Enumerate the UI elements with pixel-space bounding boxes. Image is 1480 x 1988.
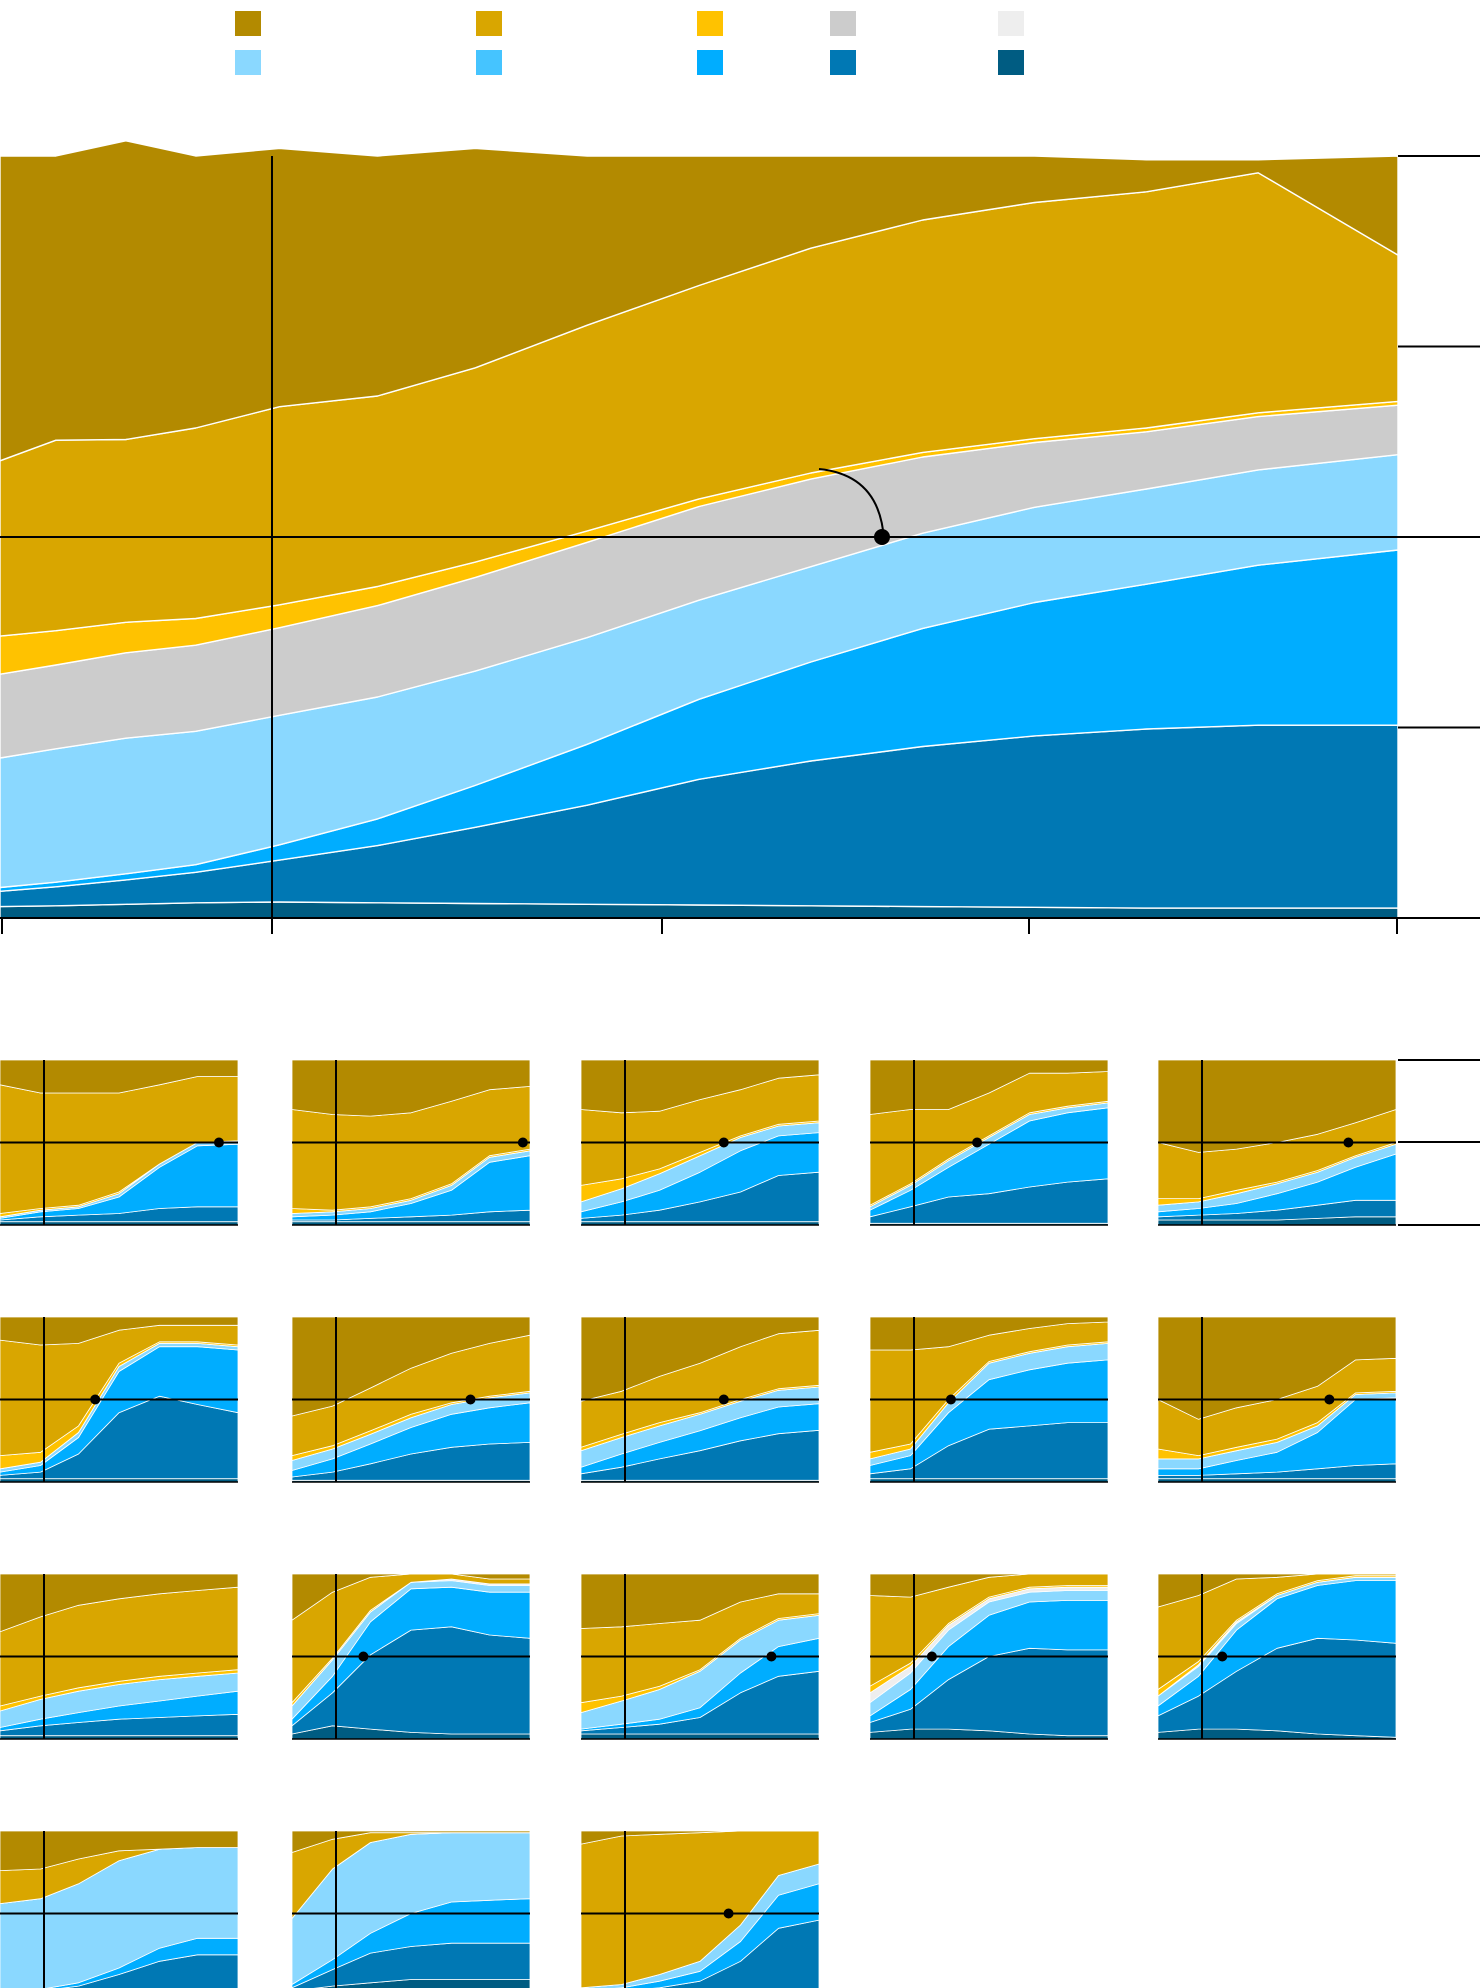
small-crossing-marker <box>1343 1137 1354 1148</box>
small-10-area-c1 <box>1157 1316 1397 1420</box>
small-18-area-c1 <box>580 1830 820 1845</box>
small-multiple-10 <box>1157 1316 1397 1483</box>
small-crossing-marker <box>1324 1394 1335 1405</box>
small-4-area-c1 <box>869 1059 1109 1115</box>
small-14-area-c1 <box>869 1573 1109 1598</box>
small-multiple-4 <box>869 1059 1109 1226</box>
small-crossing-marker <box>945 1394 956 1405</box>
small-multiple-6 <box>0 1316 239 1483</box>
small-multiple-3 <box>580 1059 820 1226</box>
small-2-area-c1 <box>291 1059 531 1117</box>
legend-swatch-c3 <box>697 11 723 36</box>
small-crossing-marker <box>926 1651 937 1662</box>
small-multiple-8 <box>580 1316 820 1483</box>
small-16-area-c1 <box>0 1830 239 1871</box>
small-crossing-marker <box>718 1394 729 1405</box>
small-multiple-11 <box>0 1573 239 1740</box>
small-12-area-c1 <box>291 1573 531 1621</box>
small-multiple-12 <box>291 1573 531 1740</box>
small-3-area-c1 <box>580 1059 820 1114</box>
small-crossing-marker <box>723 1908 734 1919</box>
small-multiple-9 <box>869 1316 1109 1483</box>
legend-swatch-c4 <box>830 11 856 36</box>
small-multiple-18 <box>580 1830 820 1988</box>
legend-swatch-c5 <box>998 11 1024 36</box>
small-9-area-c1 <box>869 1316 1109 1351</box>
small-multiple-14 <box>869 1573 1109 1740</box>
legend-swatch-c6 <box>235 50 261 75</box>
small-crossing-marker <box>972 1137 983 1148</box>
small-13-area-c1 <box>580 1573 820 1629</box>
small-8-area-c1 <box>580 1316 820 1402</box>
main-crossing-marker <box>874 529 890 545</box>
small-multiple-5 <box>1157 1059 1397 1226</box>
small-multiple-17 <box>291 1830 531 1988</box>
small-crossing-marker <box>766 1651 777 1662</box>
small-multiple-2 <box>291 1059 531 1226</box>
legend-swatch-c1 <box>235 11 261 36</box>
small-crossing-marker <box>213 1137 224 1148</box>
small-5-area-c1 <box>1157 1059 1397 1153</box>
main-area-c1 <box>0 140 1399 462</box>
small-crossing-marker <box>465 1394 476 1405</box>
small-crossing-marker <box>517 1137 528 1148</box>
small-multiple-1 <box>0 1059 239 1226</box>
legend-swatch-c9 <box>830 50 856 75</box>
small-multiple-13 <box>580 1573 820 1740</box>
small-11-area-c1 <box>0 1573 239 1633</box>
small-6-area-c1 <box>0 1316 239 1346</box>
small-crossing-marker <box>1217 1651 1228 1662</box>
main-annotation-arc <box>818 468 885 541</box>
legend <box>235 11 1024 75</box>
small-multiple-scale <box>1398 1059 1480 1226</box>
small-multiple-7 <box>291 1316 531 1483</box>
small-crossing-marker <box>718 1137 729 1148</box>
legend-swatch-c2 <box>476 11 502 36</box>
small-crossing-marker <box>90 1394 101 1405</box>
legend-swatch-c7 <box>476 50 502 75</box>
legend-swatch-c10 <box>998 50 1024 75</box>
small-15-area-c1 <box>1157 1573 1397 1608</box>
small-1-area-c1 <box>0 1059 239 1094</box>
main-chart <box>0 140 1480 934</box>
small-multiple-16 <box>0 1830 239 1988</box>
small-17-area-c1 <box>291 1830 531 1853</box>
legend-swatch-c8 <box>697 50 723 75</box>
small-multiple-15 <box>1157 1573 1397 1740</box>
small-crossing-marker <box>358 1651 369 1662</box>
